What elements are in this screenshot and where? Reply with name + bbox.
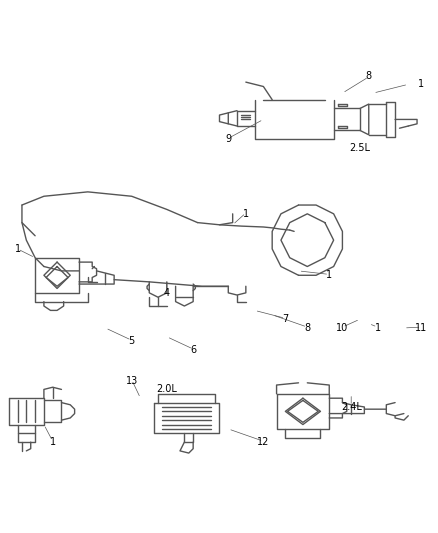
- Text: 13: 13: [125, 376, 138, 386]
- Text: 8: 8: [365, 70, 371, 80]
- Text: 4: 4: [163, 288, 170, 298]
- Text: 1: 1: [14, 244, 21, 254]
- Text: 2.4L: 2.4L: [340, 402, 361, 412]
- Text: 9: 9: [225, 134, 231, 144]
- Text: 1: 1: [325, 270, 332, 280]
- Text: 2.0L: 2.0L: [156, 384, 177, 394]
- Text: 1: 1: [242, 209, 248, 219]
- Text: 10: 10: [336, 323, 348, 333]
- Text: 5: 5: [128, 336, 134, 346]
- Text: 6: 6: [190, 345, 196, 355]
- Text: 1: 1: [417, 79, 424, 90]
- Text: 8: 8: [304, 323, 310, 333]
- Text: 12: 12: [257, 437, 269, 447]
- Text: 7: 7: [282, 314, 288, 324]
- Text: 1: 1: [374, 323, 380, 333]
- Text: 11: 11: [414, 323, 427, 333]
- Text: 1: 1: [49, 437, 56, 447]
- Text: 2.5L: 2.5L: [349, 143, 370, 153]
